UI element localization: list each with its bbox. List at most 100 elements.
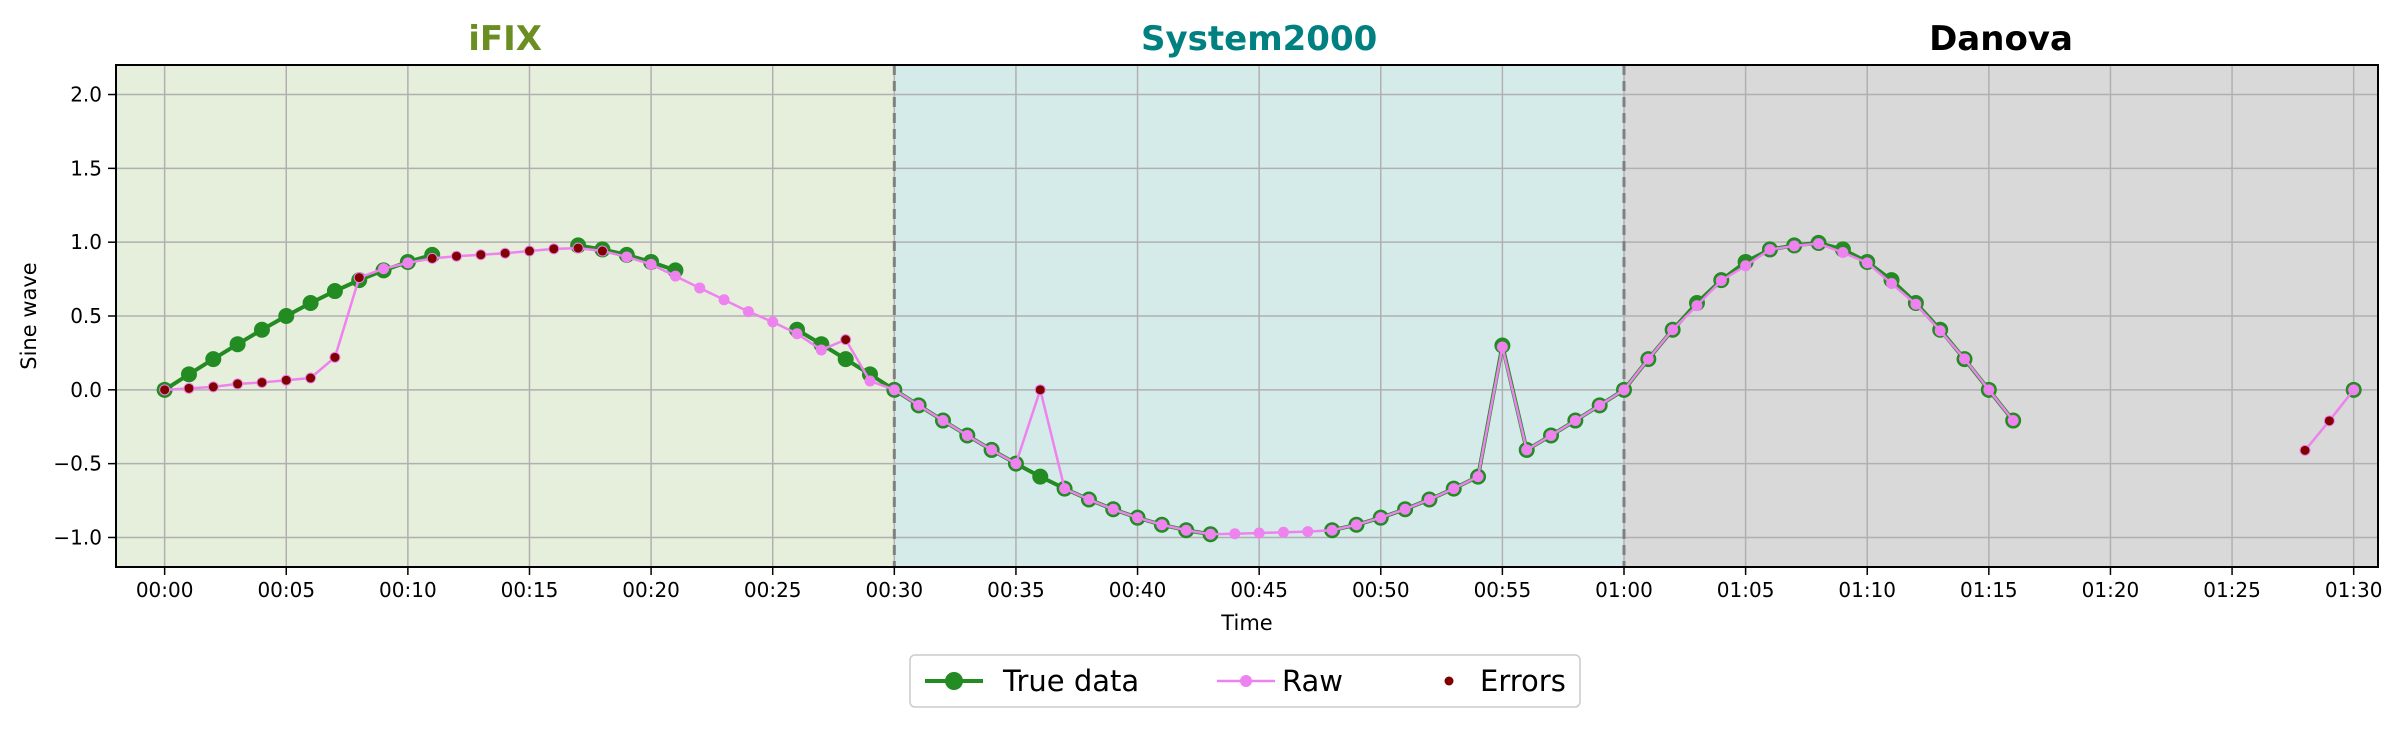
- legend-swatch-marker-raw: [1240, 675, 1252, 687]
- error-point-3: [233, 379, 243, 389]
- raw-point-0-20: [645, 258, 657, 270]
- error-point-12: [500, 248, 510, 258]
- raw-point-0-63: [1691, 300, 1703, 312]
- raw-point-0-53: [1448, 483, 1460, 495]
- x-tick-label-4: 00:20: [622, 578, 680, 602]
- error-point-4: [257, 377, 267, 387]
- x-tick-label-5: 00:25: [744, 578, 802, 602]
- raw-point-0-74: [1959, 353, 1971, 365]
- error-point-9: [427, 253, 437, 263]
- true-data-point-0-5: [278, 308, 295, 324]
- error-point-5: [281, 375, 291, 385]
- x-tick-label-16: 01:20: [2082, 578, 2140, 602]
- true-data-point-0-1: [180, 366, 197, 383]
- raw-point-0-75: [1983, 384, 1995, 396]
- y-axis-label: Sine wave: [17, 262, 41, 369]
- x-tick-label-18: 01:30: [2325, 578, 2383, 602]
- x-tick-label-3: 00:15: [501, 578, 559, 602]
- raw-point-0-10: [402, 257, 414, 269]
- series-errors: [160, 243, 2334, 455]
- y-tick-label-2: 0.0: [70, 378, 102, 402]
- region-label-2: Danova: [1929, 19, 2073, 59]
- raw-point-0-44: [1229, 528, 1241, 540]
- raw-point-0-73: [1934, 325, 1946, 337]
- raw-point-0-71: [1886, 278, 1898, 290]
- true-data-point-0-4: [253, 321, 270, 338]
- error-point-2: [208, 382, 218, 392]
- x-tick-label-6: 00:30: [866, 578, 924, 602]
- x-tick-label-10: 00:50: [1352, 578, 1410, 602]
- raw-point-0-33: [961, 429, 973, 441]
- true-data-point-2-2: [837, 351, 854, 368]
- x-tick-label-12: 01:00: [1595, 578, 1653, 602]
- legend-swatch-marker-errors: [1444, 676, 1454, 686]
- raw-point-0-60: [1618, 384, 1630, 396]
- raw-point-0-76: [2007, 415, 2019, 427]
- raw-point-0-46: [1277, 526, 1289, 538]
- y-tick-label-1: −0.5: [53, 452, 102, 476]
- x-tick-label-2: 00:10: [379, 578, 437, 602]
- raw-point-0-69: [1837, 247, 1849, 259]
- error-point-6: [306, 373, 316, 383]
- raw-point-0-39: [1107, 503, 1119, 515]
- error-point-19: [2300, 445, 2310, 455]
- raw-point-0-56: [1521, 444, 1533, 456]
- raw-point-0-52: [1423, 494, 1435, 506]
- error-point-0: [160, 385, 170, 395]
- raw-point-0-58: [1569, 415, 1581, 427]
- legend-entry-true: True data: [925, 664, 1139, 698]
- raw-point-0-24: [742, 306, 754, 318]
- raw-point-0-67: [1788, 240, 1800, 252]
- error-point-17: [841, 335, 851, 345]
- legend-swatch-marker-true: [945, 672, 963, 690]
- x-tick-label-14: 01:10: [1838, 578, 1896, 602]
- y-tick-label-4: 1.0: [70, 230, 102, 254]
- raw-point-0-66: [1764, 244, 1776, 256]
- legend-entry-errors: Errors: [1444, 664, 1566, 698]
- true-data-point-0-2: [205, 351, 222, 368]
- raw-point-0-42: [1180, 524, 1192, 536]
- error-point-1: [184, 383, 194, 393]
- raw-point-0-37: [1059, 483, 1071, 495]
- raw-point-0-9: [378, 263, 390, 275]
- raw-point-0-65: [1740, 260, 1752, 272]
- raw-point-0-22: [694, 282, 706, 294]
- x-tick-label-11: 00:55: [1474, 578, 1532, 602]
- raw-point-0-34: [986, 444, 998, 456]
- raw-point-0-30: [888, 384, 900, 396]
- raw-point-0-35: [1010, 458, 1022, 470]
- raw-point-0-54: [1472, 471, 1484, 483]
- x-tick-label-13: 01:05: [1717, 578, 1775, 602]
- raw-point-0-45: [1253, 527, 1265, 539]
- x-tick-label-7: 00:35: [987, 578, 1045, 602]
- raw-point-0-40: [1132, 512, 1144, 524]
- raw-point-0-43: [1205, 528, 1217, 540]
- true-data-point-2-10: [1032, 468, 1049, 485]
- y-tick-label-5: 1.5: [70, 156, 102, 180]
- raw-point-0-49: [1350, 519, 1362, 531]
- x-tick-label-9: 00:45: [1230, 578, 1288, 602]
- raw-point-0-32: [937, 415, 949, 427]
- legend-label-true: True data: [1002, 664, 1139, 698]
- raw-point-0-29: [864, 375, 876, 387]
- raw-point-0-19: [621, 251, 633, 263]
- error-point-20: [2324, 416, 2334, 426]
- raw-point-0-68: [1813, 238, 1825, 250]
- raw-point-0-25: [767, 316, 779, 328]
- legend-label-errors: Errors: [1480, 664, 1566, 698]
- true-data-point-0-6: [302, 295, 319, 312]
- raw-point-0-27: [815, 344, 827, 356]
- raw-point-0-23: [718, 294, 730, 306]
- raw-point-0-21: [669, 270, 681, 282]
- raw-point-0-57: [1545, 429, 1557, 441]
- error-point-10: [452, 251, 462, 261]
- y-tick-label-6: 2.0: [70, 83, 102, 107]
- x-tick-label-0: 00:00: [136, 578, 194, 602]
- raw-point-0-31: [913, 399, 925, 411]
- raw-point-0-72: [1910, 298, 1922, 310]
- true-data-point-0-7: [326, 283, 343, 300]
- x-tick-label-1: 00:05: [257, 578, 315, 602]
- error-point-18: [1035, 385, 1045, 395]
